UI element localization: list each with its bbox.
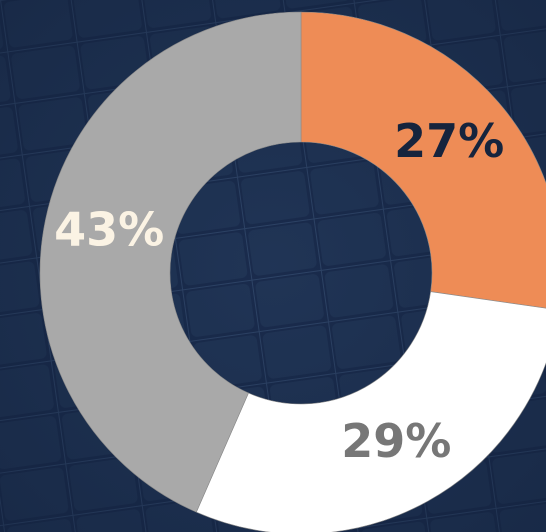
donut-slice [39,11,302,513]
donut-slice [300,11,546,309]
donut-slice [195,291,546,532]
slice-label: 29% [341,414,451,468]
slice-label: 43% [54,202,164,256]
slice-label: 27% [394,114,504,168]
